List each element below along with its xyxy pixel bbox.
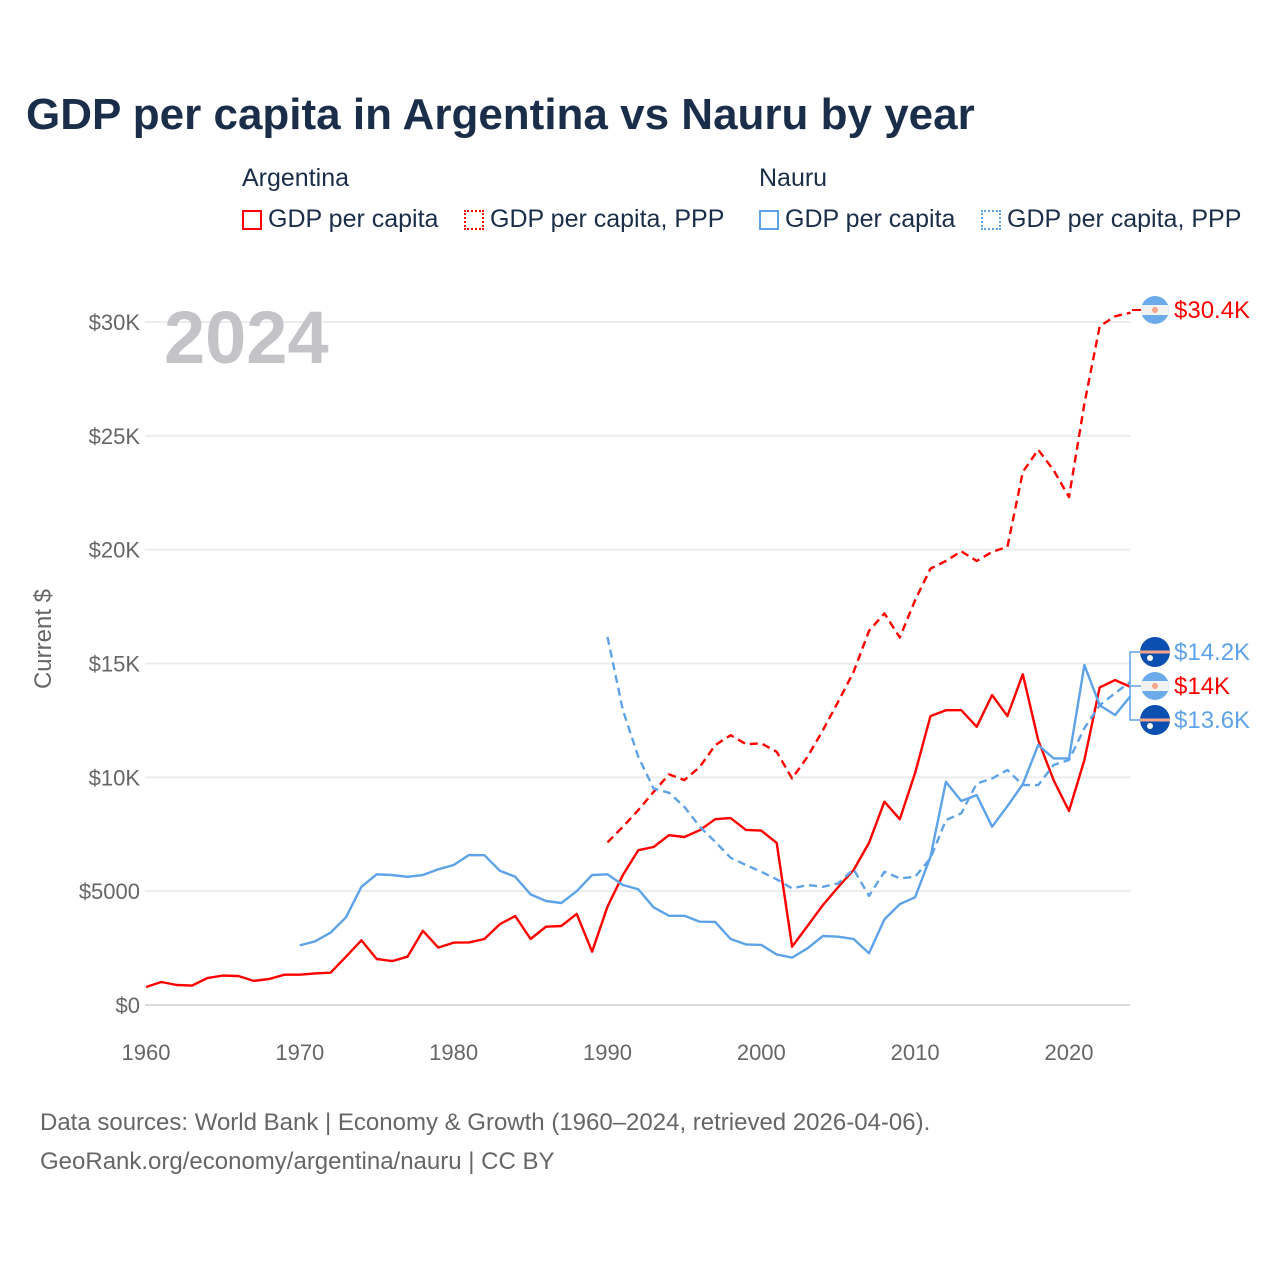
end-flag-argentina-icon [1141,672,1169,700]
x-tick-label: 1970 [275,1040,324,1065]
legend-argentina-gdp[interactable]: GDP per capita [242,205,438,234]
legend-swatch-solid [759,209,779,230]
flag [1140,637,1170,667]
footer-sources: Data sources: World Bank | Economy & Gro… [40,1109,931,1136]
end-value-label: $14K [1174,673,1230,700]
end-value-label: $30.4K [1174,297,1250,324]
series-line-argentina-gdp-per-capita [145,673,1131,989]
x-tick-label: 1960 [122,1040,171,1065]
series-line-argentina-gdp-per-capita-ppp [606,311,1131,844]
legend-nauru-gdp[interactable]: GDP per capita [759,205,955,234]
flag-star [1147,655,1153,661]
legend-argentina-ppp[interactable]: GDP per capita, PPP [464,205,724,234]
flag-stripe [1140,718,1170,722]
series-line-nauru-gdp-per-capita-ppp [606,636,1132,898]
end-value-label: $13.6K [1174,707,1250,734]
series-line-nauru-gdp-per-capita [299,663,1132,959]
y-tick-label: $25K [89,424,141,449]
legend-group-nauru: Nauru [759,164,828,192]
end-flag-nauru-icon [1140,705,1170,735]
end-value-label: $14.2K [1174,639,1250,666]
y-tick-label: $30K [89,310,141,335]
flag [1140,705,1170,735]
label-connector [1129,651,1142,721]
legend-swatch-solid [242,209,262,230]
current-year-label: 2024 [164,296,329,379]
legend-label: GDP per capita, PPP [1007,205,1242,233]
y-tick-label: $0 [116,993,140,1018]
end-flag-argentina-icon [1141,296,1169,324]
y-tick-label: $15K [89,652,141,677]
legend-swatch-dotted [981,209,1001,230]
legend-group-argentina: Argentina [242,164,350,192]
flag-sun [1152,683,1158,689]
legend-label: GDP per capita [268,205,439,233]
x-tick-label: 1990 [583,1040,632,1065]
flag [1141,672,1169,700]
legend-label: GDP per capita, PPP [490,205,725,233]
flag-stripe [1140,650,1170,654]
y-tick-label: $5000 [79,879,140,904]
legend-label: GDP per capita [785,205,956,233]
footer-link[interactable]: GeoRank.org/economy/argentina/nauru | CC… [40,1148,555,1175]
y-tick-label: $20K [89,538,141,563]
flag-star [1147,723,1153,729]
x-tick-label: 2010 [891,1040,940,1065]
legend-swatch-dotted [464,209,484,230]
x-tick-label: 2020 [1045,1040,1094,1065]
end-flag-nauru-icon [1140,637,1170,667]
x-tick-label: 1980 [429,1040,478,1065]
chart-title: GDP per capita in Argentina vs Nauru by … [26,90,975,139]
flag [1141,296,1169,324]
y-tick-label: $10K [89,765,141,790]
x-tick-label: 2000 [737,1040,786,1065]
flag-sun [1152,307,1158,313]
legend-nauru-ppp[interactable]: GDP per capita, PPP [981,205,1241,234]
